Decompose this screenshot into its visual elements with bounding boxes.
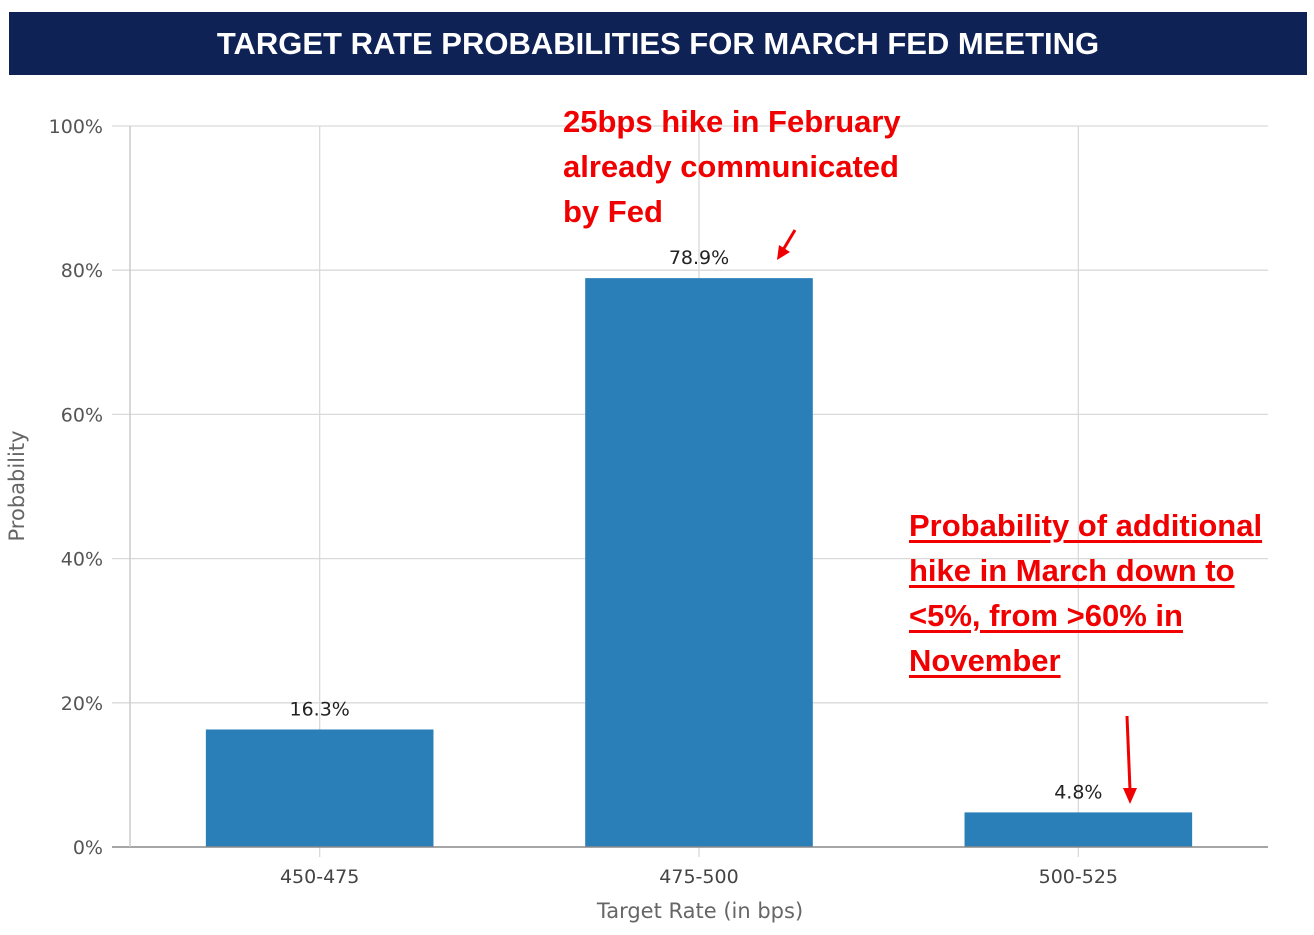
y-tick-label: 80% (61, 260, 103, 282)
data-label: 4.8% (1054, 781, 1102, 803)
y-tick-label: 60% (61, 404, 103, 426)
arrow-february (777, 229, 797, 260)
x-axis-title: Target Rate (in bps) (596, 899, 803, 923)
bar-500-525 (964, 812, 1193, 847)
y-axis-ticks: 0% 20% 40% 60% 80% 100% (49, 116, 103, 859)
data-label: 78.9% (669, 247, 729, 269)
annotation-line: by Fed (563, 194, 663, 229)
annotation-line: 25bps hike in February (563, 104, 901, 139)
bar-475-500 (585, 278, 813, 848)
x-tick-label: 500-525 (1039, 866, 1118, 888)
annotation-line: <5%, from >60% in (909, 598, 1183, 633)
y-tick-label: 20% (61, 693, 103, 715)
x-tick-label: 450-475 (280, 866, 359, 888)
bar-450-475 (205, 729, 434, 847)
annotation-line: November (909, 643, 1061, 678)
annotation-line: already communicated (563, 149, 899, 184)
annotation-march: Probability of additional hike in March … (909, 503, 1309, 683)
annotation-line: Probability of additional (909, 508, 1263, 543)
arrow-march (1123, 715, 1137, 804)
y-tick-label: 40% (61, 549, 103, 571)
x-axis-ticks: 450-475 475-500 500-525 (280, 866, 1118, 888)
bars (205, 278, 1193, 848)
y-axis-title: Probability (5, 430, 29, 541)
y-tick-label: 100% (49, 116, 103, 138)
annotation-february: 25bps hike in February already communica… (563, 99, 943, 234)
y-tick-label: 0% (73, 837, 103, 859)
annotation-line: hike in March down to (909, 553, 1235, 588)
data-labels: 16.3% 78.9% 4.8% (289, 247, 1102, 803)
x-tick-label: 475-500 (659, 866, 738, 888)
chart-title: TARGET RATE PROBABILITIES FOR MARCH FED … (9, 12, 1307, 75)
data-label: 16.3% (289, 698, 349, 720)
